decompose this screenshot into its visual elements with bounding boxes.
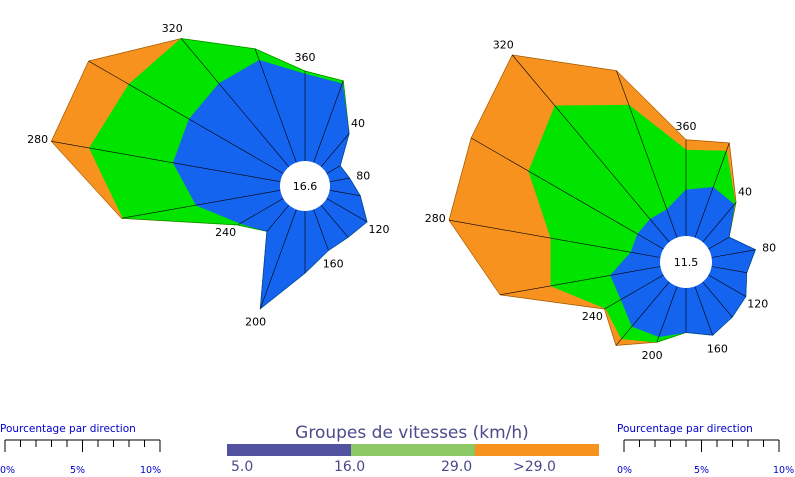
rose-1-direction-label-80: 80 xyxy=(762,241,776,254)
rose-0-direction-label-40: 40 xyxy=(351,117,365,130)
legend-label-1: 16.0 xyxy=(334,459,365,475)
scale-label-0-right: 0% xyxy=(617,465,632,476)
rose-1-spoke-300 xyxy=(471,137,664,250)
scale-label-0-left: 0% xyxy=(0,465,15,476)
rose-1-direction-label-200: 200 xyxy=(642,349,663,362)
rose-1-spoke-220 xyxy=(615,281,670,346)
rose-1-spoke-80 xyxy=(711,249,756,258)
rose-0-spoke-220 xyxy=(266,205,290,232)
rose-0-outline xyxy=(51,38,368,310)
legend-label-3: >29.0 xyxy=(513,459,556,475)
rose-1-spoke-40 xyxy=(702,202,737,243)
rose-1-spoke-240 xyxy=(604,274,664,310)
rose-1-direction-label-40: 40 xyxy=(738,186,752,199)
scale-title-right: Pourcentage par direction xyxy=(617,423,753,435)
legend-swatch-band2 xyxy=(351,444,475,456)
rose-0-direction-label-200: 200 xyxy=(245,316,266,329)
legend-label-0: 5.0 xyxy=(231,459,253,475)
rose-0-spoke-240 xyxy=(237,198,284,226)
rose-0-spoke-280 xyxy=(51,141,281,182)
rose-0-direction-label-120: 120 xyxy=(369,223,390,236)
rose-1-spoke-340 xyxy=(616,70,678,238)
rose-1-center-circle xyxy=(660,236,712,288)
rose-0-center-circle xyxy=(280,161,330,211)
rose-1-spoke-160 xyxy=(694,286,713,336)
scale-title-left: Pourcentage par direction xyxy=(0,423,136,435)
wind-rose-left: 16.6 360 40 80 120 160 200 240 280 320 xyxy=(27,22,389,329)
rose-1-spoke-260 xyxy=(500,266,661,296)
rose-0-spoke-260 xyxy=(121,190,281,219)
scale-label-5-right: 5% xyxy=(694,465,709,476)
rose-1-spoke-60 xyxy=(708,236,730,250)
rose-0-spoke-60 xyxy=(326,165,341,174)
rose-1-direction-label-360: 360 xyxy=(676,120,697,133)
rose-0-direction-label-360: 360 xyxy=(295,51,316,64)
rose-1-center-label: 11.5 xyxy=(674,256,699,269)
rose-0-spoke-100 xyxy=(329,190,361,196)
scale-label-10-left: 10% xyxy=(140,465,161,476)
rose-1-direction-label-320: 320 xyxy=(493,38,514,51)
legend-title: Groupes de vitesses (km/h) xyxy=(295,423,529,443)
rose-0-spoke-40 xyxy=(320,133,350,167)
rose-1-spoke-100 xyxy=(711,266,747,273)
rose-0-center-label: 16.6 xyxy=(293,180,318,193)
legend-swatch-band3 xyxy=(475,444,599,456)
scale-ticks-left xyxy=(4,439,161,452)
wind-rose-right: 11.5 360 40 80 120 160 200 240 280 320 xyxy=(425,38,776,362)
rose-0-spoke-160 xyxy=(313,209,329,251)
rose-1-spoke-120 xyxy=(708,274,746,297)
rose-1-outline xyxy=(448,54,756,346)
rose-0-spoke-320 xyxy=(181,38,290,167)
percentage-scale-left: Pourcentage par direction 0% 5% 10% xyxy=(0,423,161,476)
rose-0-spoke-80 xyxy=(329,177,350,182)
rose-1-spoke-20 xyxy=(694,142,730,238)
rose-1-spoke-140 xyxy=(702,281,733,318)
rose-0-spoke-300 xyxy=(88,60,284,174)
rose-0-direction-label-160: 160 xyxy=(323,257,344,270)
rose-0-spoke-140 xyxy=(320,205,349,238)
speed-legend: Groupes de vitesses (km/h) 5.0 16.0 29.0… xyxy=(227,423,599,475)
rose-1-spoke-200 xyxy=(656,286,678,343)
scale-label-5-left: 5% xyxy=(70,465,85,476)
rose-1-direction-label-120: 120 xyxy=(747,298,768,311)
rose-0-spoke-20 xyxy=(313,80,344,163)
rose-1-direction-label-160: 160 xyxy=(707,342,728,355)
rose-1-direction-label-280: 280 xyxy=(425,212,446,225)
scale-label-10-right: 10% xyxy=(773,465,794,476)
rose-1-direction-label-240: 240 xyxy=(582,310,603,323)
legend-label-2: 29.0 xyxy=(441,459,472,475)
rose-0-direction-label-280: 280 xyxy=(27,133,48,146)
rose-0-direction-label-320: 320 xyxy=(162,22,183,35)
rose-0-spoke-340 xyxy=(254,48,297,163)
rose-0-direction-label-80: 80 xyxy=(356,170,370,183)
legend-swatch-band1 xyxy=(227,444,351,456)
rose-1-spoke-320 xyxy=(512,54,670,243)
percentage-scale-right: Pourcentage par direction 0% 5% 10% xyxy=(617,423,794,476)
scale-ticks-right xyxy=(623,439,780,452)
rose-0-spoke-200 xyxy=(260,209,297,309)
rose-0-direction-label-240: 240 xyxy=(215,226,236,239)
rose-1-spoke-280 xyxy=(449,219,661,258)
rose-0-spoke-120 xyxy=(326,198,368,223)
